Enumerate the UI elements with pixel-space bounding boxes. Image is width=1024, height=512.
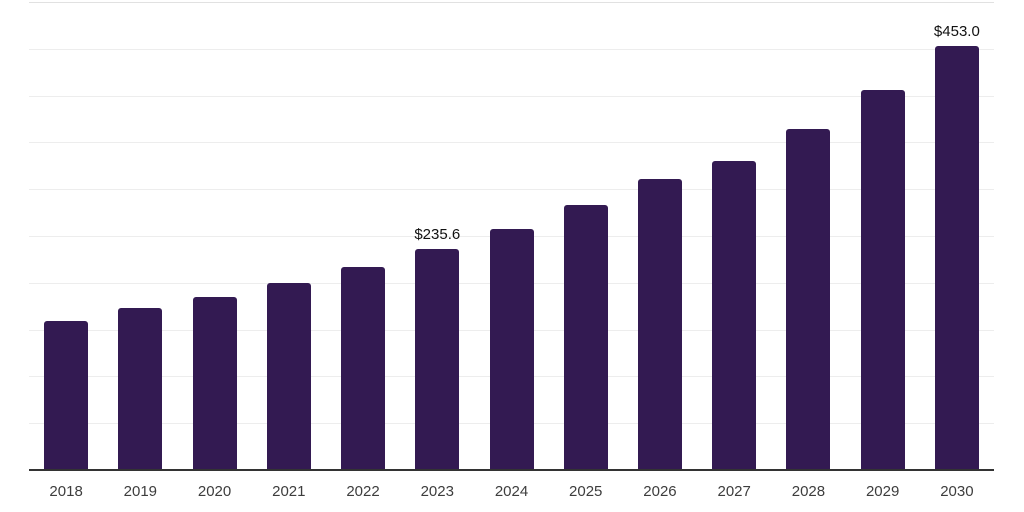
x-tick-label-2026: 2026 <box>643 483 677 500</box>
gridline <box>29 189 994 191</box>
x-tick-label-2027: 2027 <box>717 483 751 500</box>
x-tick-label-2029: 2029 <box>865 483 900 500</box>
bar-2025 <box>563 205 608 470</box>
bar-2021 <box>266 282 311 470</box>
x-tick-label-2024: 2024 <box>494 483 529 500</box>
x-tick-label-2022: 2022 <box>346 483 380 500</box>
x-tick-label-2030: 2030 <box>940 483 974 500</box>
bar-value-label-2023: $235.6 <box>414 226 461 244</box>
bar-2026 <box>637 178 682 470</box>
x-tick-label-2023: 2023 <box>420 483 454 500</box>
bar-2027 <box>712 161 757 470</box>
bar-2022 <box>341 266 386 470</box>
x-axis-line <box>29 469 994 471</box>
bar-2029 <box>860 89 905 470</box>
bar-2030 <box>934 45 979 470</box>
bar-2023 <box>415 249 460 470</box>
bar-2019 <box>118 308 163 470</box>
x-tick-label-2021: 2021 <box>272 483 306 500</box>
gridline <box>29 48 994 50</box>
bar-2024 <box>489 228 534 470</box>
x-tick-label-2018: 2018 <box>49 483 83 500</box>
x-tick-label-2019: 2019 <box>123 483 158 500</box>
gridline <box>29 95 994 97</box>
x-tick-label-2020: 2020 <box>197 483 232 500</box>
bar-2028 <box>786 129 831 470</box>
x-tick-label-2025: 2025 <box>569 483 603 500</box>
gridline <box>29 2 994 3</box>
gridline <box>29 142 994 144</box>
bar-2020 <box>192 296 237 470</box>
x-tick-label-2028: 2028 <box>791 483 826 500</box>
bar-2018 <box>44 321 89 470</box>
bar-value-label-2030: $453.0 <box>933 22 980 40</box>
